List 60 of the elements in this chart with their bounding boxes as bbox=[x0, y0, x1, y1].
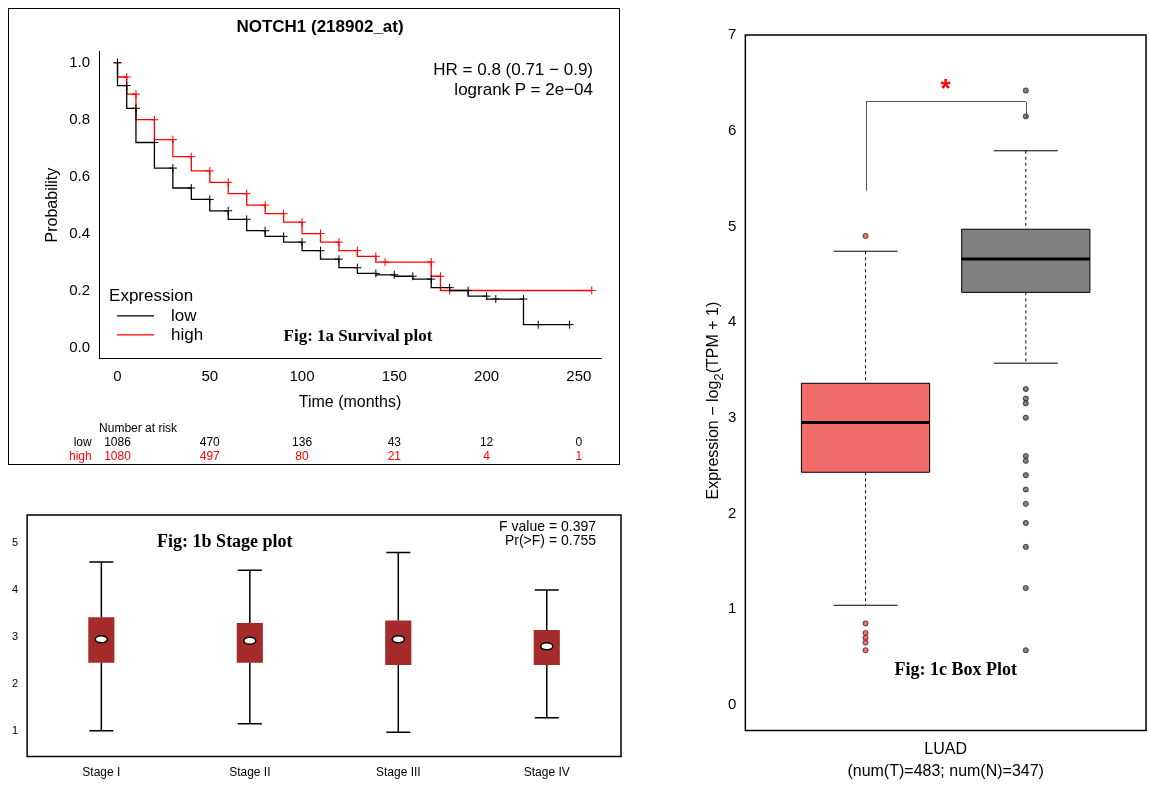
x-axis-title: Time (months) bbox=[298, 392, 402, 410]
legend-title: Expression bbox=[109, 285, 194, 305]
y-tick-label: 4 bbox=[11, 583, 19, 596]
y-tick-label: 5 bbox=[11, 536, 19, 549]
y-tick-label: 1.0 bbox=[69, 52, 91, 70]
x-tick-label: 50 bbox=[201, 366, 219, 384]
y-tick-label: 0.8 bbox=[69, 109, 91, 127]
annotation: Fig: 1b Stage plot bbox=[157, 531, 293, 551]
x-tick-label: LUAD bbox=[924, 739, 968, 757]
y-tick-label: 4 bbox=[728, 312, 737, 330]
text: 4 bbox=[483, 449, 491, 463]
x-tick-label: 100 bbox=[289, 366, 315, 384]
text: 21 bbox=[387, 449, 402, 463]
y-tick-label: 0.6 bbox=[69, 166, 91, 184]
text: 80 bbox=[295, 449, 310, 463]
x-tick-label: 0 bbox=[113, 366, 122, 384]
text: 43 bbox=[387, 435, 402, 449]
y-tick-label: 2 bbox=[11, 676, 19, 689]
x-tick-label: 150 bbox=[381, 366, 407, 384]
text: 136 bbox=[292, 435, 313, 449]
annotation: Fig: 1a Survival plot bbox=[283, 325, 433, 345]
annotation: Pr(>F) = 0.755 bbox=[504, 532, 597, 548]
x-tick-label: Stage III bbox=[375, 765, 421, 780]
annotation: F value = 0.397 bbox=[499, 518, 597, 534]
y-tick-label: 2 bbox=[728, 503, 737, 521]
x-tick-label: 250 bbox=[566, 366, 592, 384]
y-tick-label: 6 bbox=[728, 120, 737, 138]
annotation: * bbox=[940, 72, 952, 103]
chart-title: NOTCH1 (218902_at) bbox=[236, 16, 404, 36]
y-tick-label: 0.2 bbox=[69, 280, 91, 298]
text: 470 bbox=[199, 435, 221, 449]
x-tick-label: Stage I bbox=[82, 765, 121, 780]
text: 1086 bbox=[104, 435, 132, 449]
y-tick-label: 7 bbox=[728, 25, 737, 43]
y-tick-label: 1 bbox=[728, 599, 737, 617]
y-tick-label: 5 bbox=[728, 216, 737, 234]
y-tick-label: 1 bbox=[11, 723, 19, 736]
text: 497 bbox=[199, 449, 221, 463]
text: 12 bbox=[479, 435, 494, 449]
x-axis-title: (num(T)=483; num(N)=347) bbox=[847, 761, 1044, 779]
text: high bbox=[68, 449, 92, 463]
text: 0 bbox=[575, 435, 583, 449]
legend-label: high bbox=[171, 324, 204, 344]
x-tick-label: Stage IV bbox=[523, 765, 570, 780]
annotation: logrank P = 2e−04 bbox=[454, 80, 593, 100]
text: Number at risk bbox=[99, 421, 179, 435]
x-tick-label: Stage II bbox=[229, 765, 271, 780]
annotation: Fig: 1c Box Plot bbox=[894, 658, 1017, 679]
y-axis-title: Probability bbox=[43, 167, 61, 243]
x-tick-label: 200 bbox=[474, 366, 500, 384]
annotation: HR = 0.8 (0.71 − 0.9) bbox=[433, 60, 593, 80]
text: low bbox=[73, 435, 92, 449]
y-tick-label: 0.4 bbox=[69, 223, 91, 241]
y-tick-label: 3 bbox=[11, 630, 19, 642]
y-tick-label: 3 bbox=[728, 407, 737, 425]
text: 1080 bbox=[104, 449, 132, 463]
y-tick-label: 0.0 bbox=[69, 337, 91, 355]
y-tick-label: 0 bbox=[728, 694, 737, 712]
legend-label: low bbox=[171, 305, 198, 325]
text: 1 bbox=[575, 449, 583, 463]
